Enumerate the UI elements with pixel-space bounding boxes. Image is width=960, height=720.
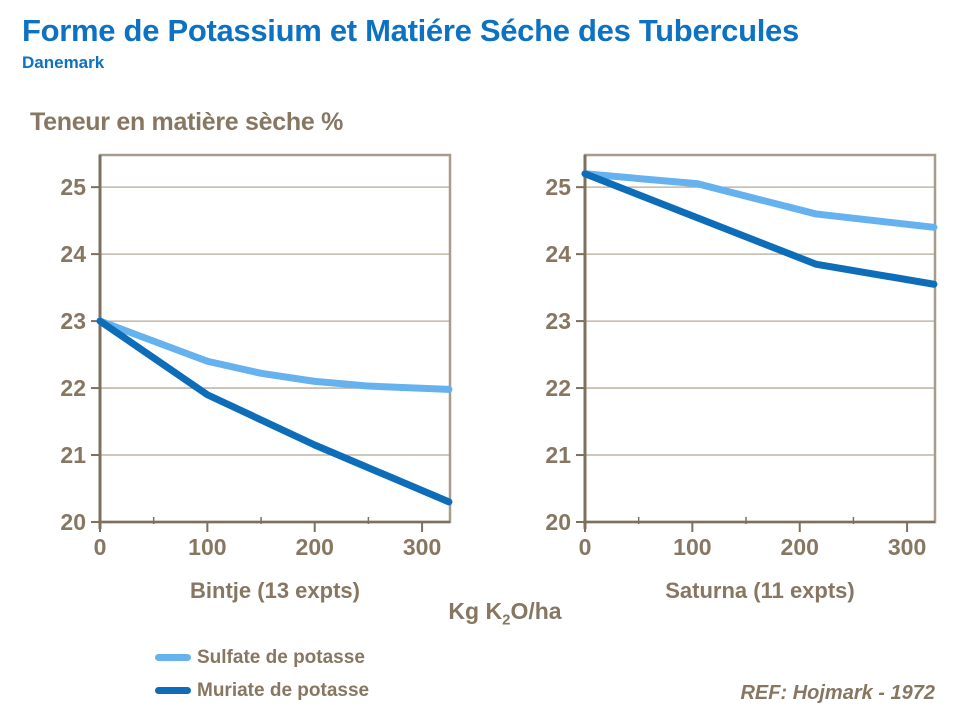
legend-label-sulfate: Sulfate de potasse [197,646,365,668]
x-tick-label-200: 200 [781,534,819,560]
chart-svg-1: 20 21 22 23 24 25 0 100 200 300 [545,153,938,560]
y-tick-label-24: 24 [60,241,86,267]
header: Forme de Potassium et Matiére Séche des … [22,12,799,73]
y-tick-label-22: 22 [60,375,86,401]
reference-text: REF: Hojmark - 1972 [740,682,935,704]
legend-item-sulfate: Sulfate de potasse [155,641,369,674]
y-tick-label-25: 25 [60,174,86,200]
bintje-chart-title: Bintje (13 expts) [190,578,360,603]
y-tick-label-20: 20 [60,509,86,535]
x-tick-label-300: 300 [888,534,926,560]
sulfate-line-swatch [155,654,191,661]
x-tick-label-300: 300 [403,534,441,560]
sulfate-line [581,170,938,231]
x-tick-label-100: 100 [673,534,711,560]
y-tick-label-24: 24 [545,241,571,267]
y-tick-label-23: 23 [545,308,571,334]
muriate-line [96,317,453,506]
saturna-chart-title: Saturna (11 expts) [665,578,855,603]
x-axis-title-suffix: O/ha [510,598,562,624]
legend: Sulfate de potasse Muriate de potasse [155,641,369,707]
y-axis-label: Teneur en matière sèche % [30,108,344,136]
page-title: Forme de Potassium et Matiére Séche des … [22,13,799,48]
saturna-chart: 20 21 22 23 24 25 0 100 200 300 [515,150,960,562]
page-subtitle: Danemark [22,53,105,72]
x-tick-label-100: 100 [188,534,226,560]
legend-item-muriate: Muriate de potasse [155,674,369,707]
y-tick-label-23: 23 [60,308,86,334]
x-tick-label-0: 0 [94,534,107,560]
muriate-line [581,170,938,288]
x-axis-title-subscript: 2 [502,611,511,629]
x-axis-title-prefix: Kg K [448,598,503,624]
muriate-line-swatch [155,687,191,694]
y-tick-label-21: 21 [545,442,571,468]
y-tick-label-21: 21 [60,442,86,468]
chart-svg-0: 20 21 22 23 24 25 0 100 200 300 [60,153,453,560]
y-tick-label-25: 25 [545,174,571,200]
x-tick-label-200: 200 [296,534,334,560]
y-tick-label-22: 22 [545,375,571,401]
sulfate-line [96,317,453,393]
x-tick-label-0: 0 [579,534,592,560]
bintje-chart: 20 21 22 23 24 25 0 100 200 300 [30,150,480,562]
legend-label-muriate: Muriate de potasse [197,679,370,701]
y-tick-label-20: 20 [545,509,571,535]
x-axis-title: Kg K2O/ha [420,598,590,629]
plot-border [583,153,937,524]
